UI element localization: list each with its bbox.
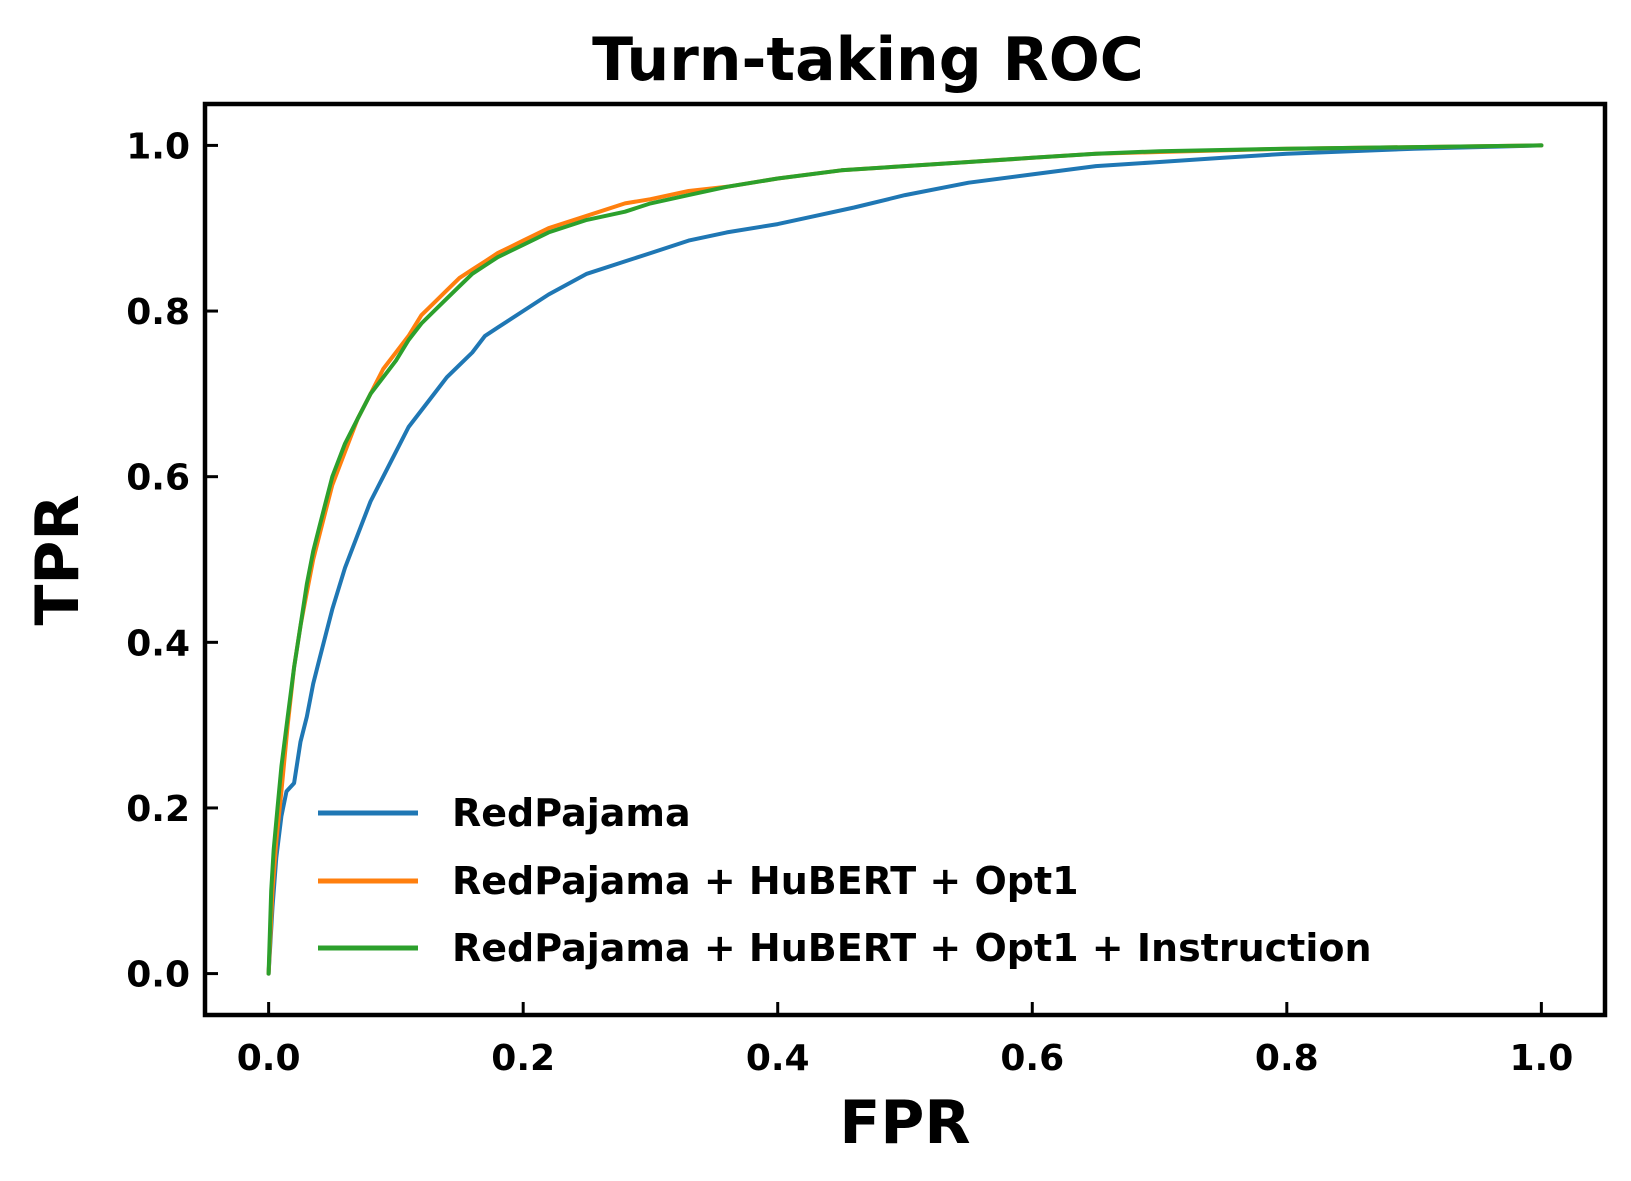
y-tick-label: 0.4 [126,623,190,664]
x-tick-label: 0.2 [491,1038,555,1079]
y-axis-ticks: 0.0 0.2 0.4 0.6 0.8 1.0 [126,126,218,996]
y-tick-label: 0.2 [126,789,190,830]
plot-frame [202,101,1608,1018]
chart-title: Turn-taking ROC [592,25,1144,95]
series-line-1 [266,143,1544,976]
y-tick-label: 1.0 [126,126,190,167]
x-axis-label: FPR [839,1088,970,1158]
legend-label-2: RedPajama + HuBERT + Opt1 [452,859,1079,903]
y-axis-label: TPR [23,494,93,625]
y-tick-label: 0.8 [126,292,190,333]
legend: RedPajama RedPajama + HuBERT + Opt1 RedPaj… [318,791,1372,970]
x-tick-label: 0.0 [237,1038,301,1079]
x-axis-ticks: 0.0 0.2 0.4 0.6 0.8 1.0 [237,1002,1573,1079]
y-tick-label: 0.6 [126,458,190,499]
x-tick-label: 0.6 [1000,1038,1064,1079]
y-tick-label: 0.0 [126,955,190,996]
series-layer [266,143,1544,976]
series-line-3 [266,143,1544,976]
x-tick-label: 0.4 [746,1038,810,1079]
plot-area [266,143,1544,976]
x-tick-label: 1.0 [1509,1038,1573,1079]
legend-label-3: RedPajama + HuBERT + Opt1 + Instruction [452,926,1372,970]
x-tick-label: 0.8 [1255,1038,1319,1079]
legend-label-1: RedPajama [452,791,691,835]
